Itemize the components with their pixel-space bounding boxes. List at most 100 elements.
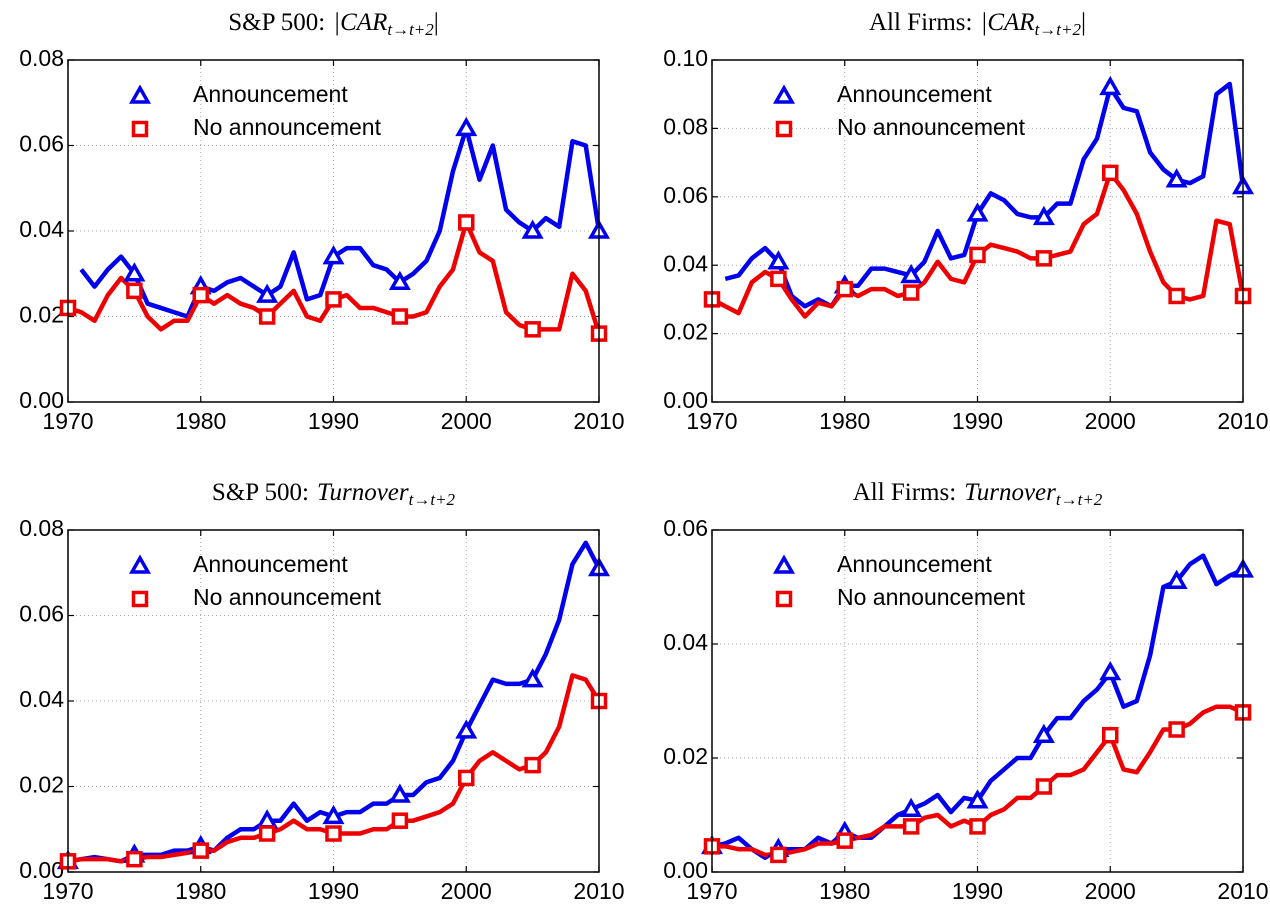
series-line bbox=[724, 81, 1246, 309]
y-tick-label: 0.06 bbox=[663, 182, 708, 208]
title-text: All Firms: bbox=[869, 9, 973, 36]
square-marker bbox=[836, 280, 853, 298]
triangle-marker bbox=[767, 250, 790, 270]
square-marker bbox=[902, 284, 920, 301]
legend-label: No announcement bbox=[837, 584, 1026, 610]
triangle-marker bbox=[1165, 569, 1188, 590]
x-tick-label: 2000 bbox=[1085, 878, 1136, 904]
square-marker bbox=[192, 842, 209, 859]
triangle-marker bbox=[1165, 168, 1188, 188]
subplot: All Firms: Turnovert→t+2 0.00 0.02 0.04 0.06 1… bbox=[663, 479, 1268, 904]
legend-marker bbox=[128, 84, 152, 104]
y-tick-label: 0.00 bbox=[663, 387, 708, 413]
y-tick-label: 0.00 bbox=[19, 857, 64, 883]
triangle-marker bbox=[966, 789, 989, 809]
square-marker bbox=[391, 308, 409, 325]
square-marker bbox=[192, 286, 209, 304]
triangle-marker bbox=[1099, 75, 1122, 96]
subplot-title: All Firms: Turnovert→t+2 bbox=[853, 479, 1103, 509]
square-marker bbox=[258, 308, 276, 325]
title-close: | bbox=[1081, 9, 1086, 36]
y-tick-label: 0.08 bbox=[19, 515, 64, 541]
legend-marker bbox=[772, 84, 796, 104]
square-marker bbox=[770, 846, 787, 864]
x-tick-label: 1980 bbox=[819, 408, 870, 434]
square-marker bbox=[836, 832, 853, 849]
y-tick-label: 0.02 bbox=[19, 302, 64, 328]
square-marker bbox=[1168, 287, 1185, 305]
title-subscript: t→t+2 bbox=[387, 20, 434, 39]
x-tick-label: 1970 bbox=[42, 878, 93, 904]
y-tick-label: 0.02 bbox=[663, 743, 708, 769]
triangle-marker bbox=[966, 202, 989, 222]
square-marker bbox=[1102, 164, 1119, 182]
x-tick-label: 2010 bbox=[573, 408, 624, 434]
x-tick-label: 1990 bbox=[308, 408, 359, 434]
square-marker bbox=[1035, 250, 1053, 267]
legend-label: Announcement bbox=[837, 81, 992, 107]
y-tick-label: 0.06 bbox=[19, 601, 64, 627]
y-tick-label: 0.00 bbox=[19, 387, 64, 413]
x-tick-label: 1980 bbox=[175, 878, 226, 904]
square-marker bbox=[325, 825, 342, 842]
x-tick-label: 1990 bbox=[308, 878, 359, 904]
square-marker bbox=[458, 769, 475, 787]
title-math: Turnover bbox=[964, 479, 1056, 506]
subplot: S&P 500: Turnovert→t+2 0.00 0.02 0.04 0.06 0.0… bbox=[19, 479, 624, 904]
legend-marker bbox=[772, 554, 796, 574]
legend-label: No announcement bbox=[837, 114, 1026, 140]
triangle-marker bbox=[1032, 205, 1055, 226]
square-marker bbox=[969, 246, 986, 264]
legend-label: Announcement bbox=[837, 551, 992, 577]
triangle-marker bbox=[123, 262, 146, 282]
x-tick-label: 2010 bbox=[1217, 878, 1268, 904]
y-tick-label: 0.04 bbox=[663, 250, 708, 276]
x-tick-label: 1970 bbox=[686, 878, 737, 904]
title-math: |CAR bbox=[980, 9, 1034, 36]
triangle-marker bbox=[256, 809, 279, 829]
x-tick-label: 1970 bbox=[686, 408, 737, 434]
triangle-marker bbox=[256, 283, 279, 303]
square-marker bbox=[1035, 778, 1053, 795]
legend-label: Announcement bbox=[193, 81, 348, 107]
square-marker bbox=[126, 850, 143, 868]
x-tick-label: 1980 bbox=[819, 878, 870, 904]
triangle-marker bbox=[900, 797, 923, 818]
y-tick-label: 0.10 bbox=[663, 45, 708, 71]
square-marker bbox=[126, 282, 143, 300]
x-tick-label: 2000 bbox=[441, 878, 492, 904]
legend-marker bbox=[775, 590, 793, 608]
square-marker bbox=[391, 812, 409, 829]
subplot: All Firms: |CARt→t+2| 0.00 0.02 0.04 0.06 0.08… bbox=[663, 9, 1268, 434]
square-marker bbox=[969, 818, 986, 835]
title-subscript: t→t+2 bbox=[1056, 490, 1103, 509]
legend-label: No announcement bbox=[193, 114, 382, 140]
triangle-marker bbox=[322, 804, 345, 825]
title-text: All Firms: bbox=[853, 479, 957, 506]
triangle-marker bbox=[455, 719, 478, 739]
y-tick-label: 0.06 bbox=[663, 515, 708, 541]
title-text: S&P 500: bbox=[212, 479, 309, 506]
y-tick-label: 0.08 bbox=[19, 45, 64, 71]
y-tick-label: 0.02 bbox=[663, 319, 708, 345]
plot-frame bbox=[711, 529, 1244, 873]
triangle-marker bbox=[388, 783, 411, 803]
title-subscript: t→t+2 bbox=[1035, 20, 1082, 39]
square-marker bbox=[902, 818, 920, 835]
triangle-marker bbox=[455, 116, 478, 137]
y-tick-label: 0.08 bbox=[663, 113, 708, 139]
subplot-title: S&P 500: |CARt→t+2| bbox=[228, 9, 439, 39]
title-subscript: t→t+2 bbox=[409, 490, 456, 509]
square-marker bbox=[524, 321, 541, 338]
title-close: | bbox=[434, 9, 439, 36]
legend-marker bbox=[775, 120, 793, 138]
x-tick-label: 2010 bbox=[1217, 408, 1268, 434]
x-tick-label: 1990 bbox=[952, 878, 1003, 904]
y-tick-label: 0.00 bbox=[663, 857, 708, 883]
square-marker bbox=[325, 291, 342, 308]
x-tick-label: 2000 bbox=[1085, 408, 1136, 434]
x-tick-label: 1990 bbox=[952, 408, 1003, 434]
triangle-marker bbox=[388, 270, 411, 291]
square-marker bbox=[1168, 721, 1185, 738]
